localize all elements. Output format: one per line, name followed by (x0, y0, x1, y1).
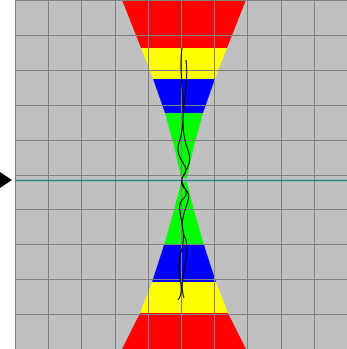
beam-band-top-red (122, 0, 246, 48)
beam-trace (177, 47, 191, 301)
beam-band-bottom-green (164, 210, 204, 245)
beam-band-bottom-green (174, 182, 194, 210)
beam-band-bottom-red (122, 313, 246, 349)
triangle-right-icon[interactable] (0, 172, 12, 188)
beam-band-top-blue (153, 79, 215, 113)
beam-band-top-yellow (141, 48, 227, 79)
beam-band-bottom-blue (152, 245, 216, 282)
